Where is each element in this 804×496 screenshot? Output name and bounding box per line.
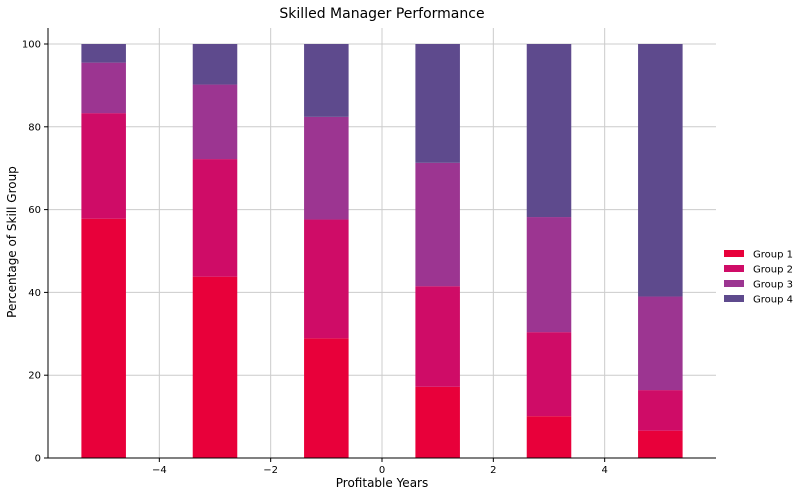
legend-swatch-group-2 <box>724 265 744 272</box>
y-tick-label: 20 <box>28 371 41 382</box>
bar-group-2 <box>638 390 683 431</box>
bar-group-1 <box>192 276 238 458</box>
bar-group-2 <box>526 332 572 417</box>
legend-swatch-group-3 <box>724 280 744 287</box>
axes <box>44 28 716 462</box>
legend: Group 1 Group 2 Group 3 Group 4 <box>724 250 793 306</box>
x-tick-label: 4 <box>601 465 607 476</box>
bar-group-1 <box>304 338 349 458</box>
legend-label-group-2: Group 2 <box>753 265 793 276</box>
bar-group-2 <box>415 286 460 387</box>
y-axis-label: Percentage of Skill Group <box>5 166 19 318</box>
bar-group-4 <box>304 44 349 117</box>
legend-label-group-4: Group 4 <box>753 295 793 306</box>
y-tick-label: 0 <box>35 454 41 465</box>
y-tick-label: 100 <box>22 40 41 51</box>
bar-group-4 <box>526 44 572 218</box>
y-tick-label: 60 <box>28 205 41 216</box>
legend-label-group-3: Group 3 <box>753 280 793 291</box>
x-tick-label: 2 <box>490 465 496 476</box>
chart-title: Skilled Manager Performance <box>279 6 484 22</box>
legend-swatch-group-4 <box>724 295 744 302</box>
bar-group-1 <box>638 430 683 458</box>
bar-group-1 <box>526 416 572 458</box>
x-tick-label: −2 <box>263 465 278 476</box>
bar-group-3 <box>192 84 238 160</box>
bar-group-2 <box>81 113 126 219</box>
bar-group-2 <box>304 219 349 339</box>
legend-label-group-1: Group 1 <box>753 250 793 261</box>
bar-group-3 <box>638 296 683 391</box>
bar-group-4 <box>192 44 238 85</box>
y-tick-label: 40 <box>28 288 41 299</box>
legend-swatch-group-1 <box>724 250 744 257</box>
bar-group-2 <box>192 159 238 277</box>
x-tick-label: 0 <box>379 465 385 476</box>
y-tick-label: 80 <box>28 122 41 133</box>
bars <box>81 44 683 458</box>
bar-group-1 <box>415 386 460 458</box>
grid-lines <box>48 28 716 459</box>
bar-group-4 <box>415 44 460 163</box>
bar-group-4 <box>81 44 126 63</box>
bar-group-3 <box>304 116 349 220</box>
x-axis-label: Profitable Years <box>336 476 428 490</box>
bar-group-3 <box>415 162 460 287</box>
bar-group-1 <box>81 218 126 458</box>
bar-group-3 <box>526 217 572 333</box>
bar-group-4 <box>638 44 683 297</box>
bar-group-3 <box>81 62 126 114</box>
x-tick-label: −4 <box>152 465 167 476</box>
